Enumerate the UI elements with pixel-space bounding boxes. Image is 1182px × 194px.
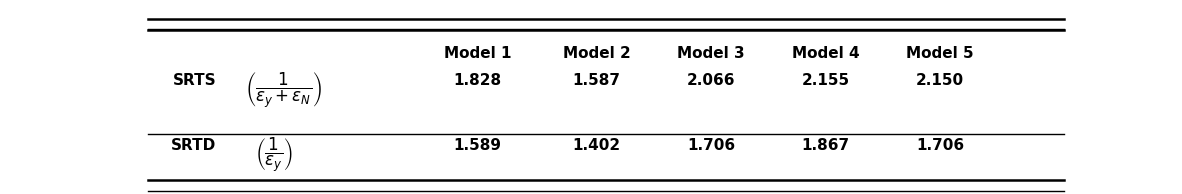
Text: 2.066: 2.066: [687, 73, 735, 87]
Text: Model 4: Model 4: [792, 46, 859, 61]
Text: 2.150: 2.150: [916, 73, 965, 87]
Text: Model 3: Model 3: [677, 46, 745, 61]
Text: 1.706: 1.706: [916, 138, 965, 153]
Text: 1.867: 1.867: [801, 138, 850, 153]
Text: SRTS: SRTS: [173, 73, 216, 87]
Text: 1.402: 1.402: [572, 138, 621, 153]
Text: Model 1: Model 1: [443, 46, 512, 61]
Text: 1.589: 1.589: [454, 138, 501, 153]
Text: SRTD: SRTD: [171, 138, 216, 153]
Text: 2.155: 2.155: [801, 73, 850, 87]
Text: Model 2: Model 2: [563, 46, 630, 61]
Text: 1.587: 1.587: [572, 73, 621, 87]
Text: 1.706: 1.706: [687, 138, 735, 153]
Text: 1.828: 1.828: [454, 73, 501, 87]
Text: Model 5: Model 5: [907, 46, 974, 61]
Text: $\left(\dfrac{1}{\varepsilon_{y}}\right)$: $\left(\dfrac{1}{\varepsilon_{y}}\right)…: [255, 136, 293, 174]
Text: $\left(\dfrac{1}{\varepsilon_{y}+\varepsilon_{N}}\right)$: $\left(\dfrac{1}{\varepsilon_{y}+\vareps…: [245, 71, 322, 110]
